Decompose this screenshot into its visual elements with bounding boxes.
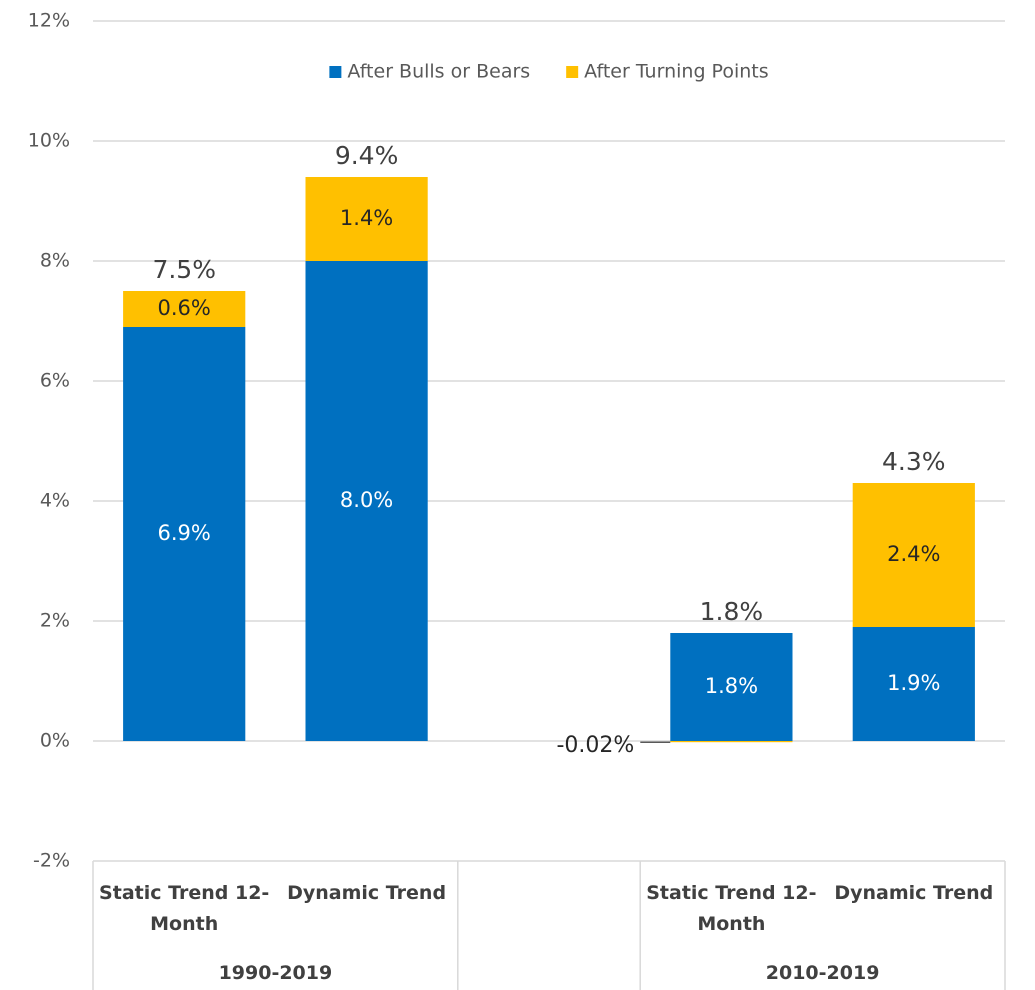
- bar-segment: [123, 291, 246, 327]
- y-tick-label: 4%: [40, 490, 70, 512]
- bar-segment: [670, 633, 793, 741]
- bar-segment: [305, 177, 428, 261]
- data-label: 1.8%: [705, 674, 758, 698]
- legend: After Bulls or Bears After Turning Points: [329, 61, 769, 83]
- y-tick-label: -2%: [33, 850, 70, 872]
- data-label: 8.0%: [340, 488, 393, 512]
- x-tick-label: Static Trend 12-Month: [99, 882, 270, 935]
- group-label: 2010-2019: [765, 962, 880, 984]
- legend-label: After Bulls or Bears: [347, 61, 530, 83]
- legend-label: After Turning Points: [584, 61, 768, 83]
- group-label: 1990-2019: [218, 962, 333, 984]
- bar-segment: [123, 327, 246, 741]
- data-label: -0.02%: [556, 733, 634, 758]
- legend-swatch: [329, 66, 342, 78]
- total-label: 9.4%: [335, 141, 399, 170]
- data-label: 2.4%: [887, 542, 940, 566]
- bar-segment: [852, 483, 975, 627]
- y-tick-label: 12%: [28, 10, 70, 32]
- bar-segment: [852, 627, 975, 741]
- data-label: 1.9%: [887, 671, 940, 695]
- x-tick-label: Static Trend 12-Month: [646, 882, 817, 935]
- y-tick-label: 6%: [40, 370, 70, 392]
- x-tick-label: Dynamic Trend: [834, 882, 994, 904]
- total-label: 1.8%: [700, 597, 764, 626]
- data-label: 6.9%: [158, 521, 211, 545]
- data-label: 1.4%: [340, 206, 393, 230]
- y-tick-label: 2%: [40, 610, 70, 632]
- bar-segment: [305, 261, 428, 741]
- bar-segment: [670, 741, 793, 743]
- legend-swatch: [566, 66, 579, 78]
- y-tick-label: 0%: [40, 730, 70, 752]
- x-tick-label: Dynamic Trend: [287, 882, 447, 904]
- total-label: 7.5%: [152, 255, 216, 284]
- data-label: 0.6%: [158, 296, 211, 320]
- y-tick-label: 10%: [28, 130, 70, 152]
- total-label: 4.3%: [882, 447, 946, 476]
- y-tick-label: 8%: [40, 250, 70, 272]
